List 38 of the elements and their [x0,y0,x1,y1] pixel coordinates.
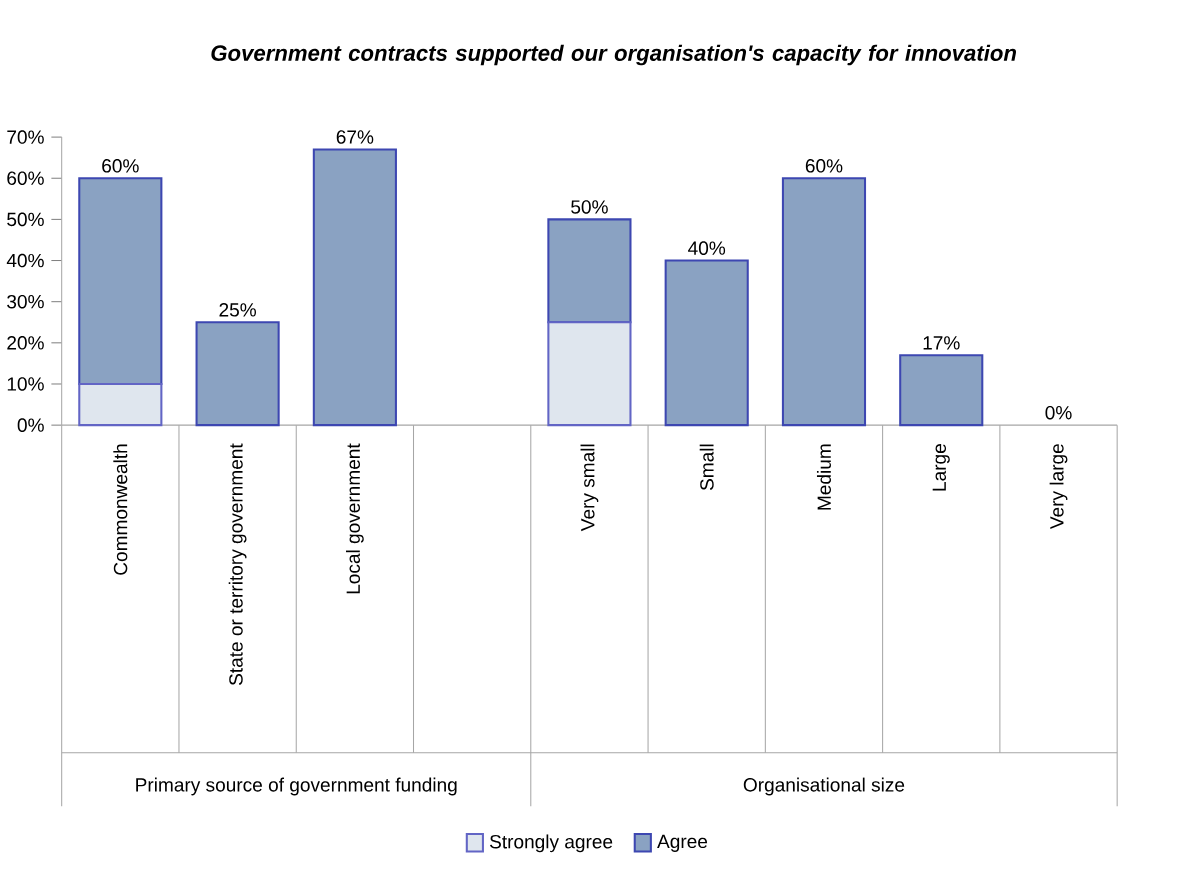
x-tick-label: Very small [580,444,599,532]
bar [78,177,163,386]
total-label: 50% [571,200,608,214]
text: Primary source of government funding [136,777,457,796]
x-tick-label: Commonwealth [113,444,128,575]
x-tick-label: State or territory government [228,443,247,686]
total-label: 60% [805,159,843,173]
bar [899,354,984,427]
y-tick-label: 30% [7,295,44,309]
y-tick-label: 40% [6,253,44,268]
y-tick-label: 20% [7,336,44,350]
x-tick-label: Medium [816,444,831,510]
bar [195,321,280,427]
bar [78,383,163,427]
y-tick-label: 10% [7,377,44,391]
bar [664,259,749,427]
y-tick-label: 70% [7,130,44,145]
y-tick-label: 0% [17,418,44,433]
y-tick-label: 50% [7,212,44,227]
bar [312,148,397,427]
total-label: 25% [219,303,257,317]
x-tick-label: Small [699,444,714,491]
total-label: 60% [102,159,139,173]
bar [547,321,632,427]
bar [547,218,632,324]
total-label: 40% [688,241,726,256]
y-tick-label: 60% [7,171,44,186]
x-tick-label: Large [932,444,950,491]
x-tick-label: Very large [1049,444,1068,530]
text: Organisational size [743,777,905,796]
legend-label: Agree [657,834,708,853]
x-tick-label: Local government [345,443,364,594]
bar [781,177,867,427]
total-label: 0% [1045,406,1072,420]
legend-label: Strongly agree [489,834,613,853]
chart-title: Government contracts supported our organisation's capacity for innovation [211,44,1017,66]
total-label: 17% [923,336,960,350]
total-label: 67% [336,130,374,144]
